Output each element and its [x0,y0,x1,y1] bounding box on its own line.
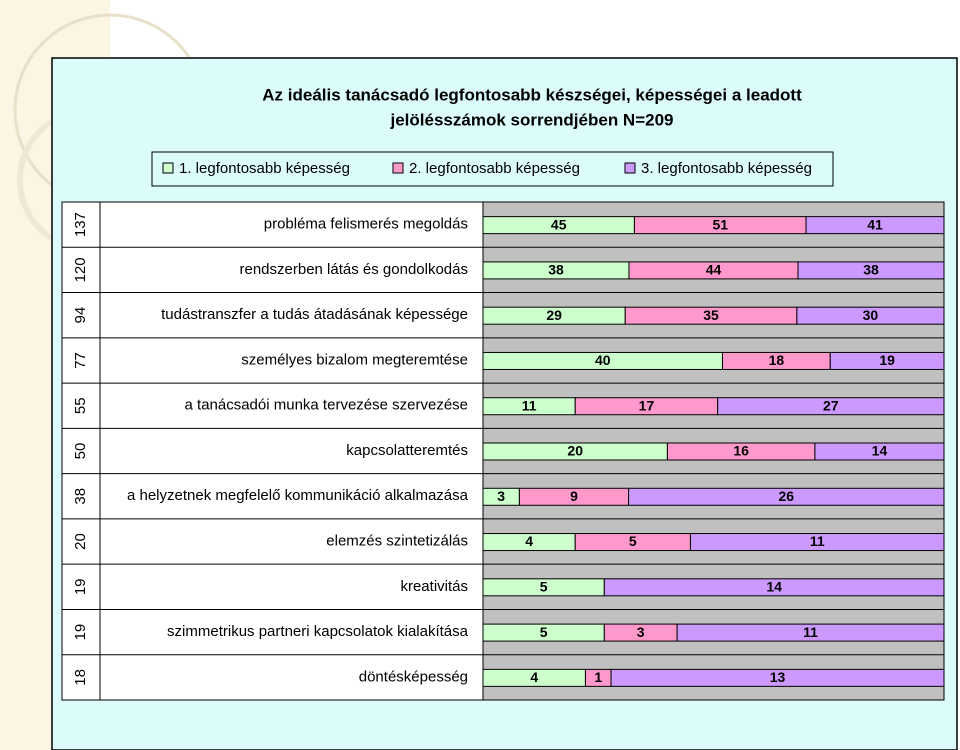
value-label: 5 [629,533,637,549]
value-label: 5 [540,624,548,640]
value-label: 4 [525,533,533,549]
row-total: 94 [72,307,89,324]
value-label: 17 [639,397,655,413]
category-label: a helyzetnek megfelelő kommunikáció alka… [127,487,469,504]
row-total: 55 [72,397,89,414]
value-label: 3 [497,488,505,504]
value-label: 5 [540,579,548,595]
value-label: 1 [594,669,602,685]
row-total: 77 [72,352,89,369]
legend-swatch [624,162,636,174]
row-total: 50 [72,443,89,460]
value-label: 44 [706,262,722,278]
value-label: 20 [567,443,583,459]
value-label: 11 [803,624,818,640]
value-label: 14 [766,579,782,595]
row-total: 38 [72,488,89,505]
row-total: 19 [72,578,89,595]
value-label: 13 [770,669,786,685]
legend-swatch [162,162,174,174]
category-label: személyes bizalom megteremtése [241,351,468,368]
value-label: 41 [867,216,883,232]
category-label: a tanácsadói munka tervezése szervezése [185,397,468,414]
category-label: kapcsolatteremtés [346,442,468,459]
plot-border [61,201,945,701]
value-label: 11 [810,533,825,549]
value-label: 19 [879,352,895,368]
value-label: 18 [769,352,785,368]
row-total: 19 [72,624,89,641]
category-label: kreativitás [400,578,468,595]
value-label: 11 [522,397,537,413]
category-label: probléma felismerés megoldás [264,216,468,233]
value-label: 35 [703,307,719,323]
chart-title: jelölésszámok sorrendjében N=209 [390,110,674,129]
value-label: 4 [530,669,538,685]
value-label: 14 [872,443,888,459]
category-label: elemzés szintetizálás [326,533,468,550]
legend-swatch [392,162,404,174]
row-total: 137 [72,212,89,237]
value-label: 29 [546,307,562,323]
value-label: 30 [863,307,879,323]
legend-label: 1. legfontosabb képesség [179,160,350,177]
category-label: döntésképesség [359,668,468,685]
category-label: szimmetrikus partneri kapcsolatok kialak… [167,623,469,640]
value-label: 45 [551,216,567,232]
value-label: 38 [863,262,879,278]
value-label: 51 [712,216,728,232]
value-label: 9 [570,488,578,504]
category-label: tudástranszfer a tudás átadásának képess… [161,306,468,323]
value-label: 3 [637,624,645,640]
value-label: 38 [548,262,564,278]
category-label: rendszerben látás és gondolkodás [240,261,469,278]
value-label: 40 [595,352,611,368]
legend-box [151,151,834,187]
row-total: 18 [72,669,89,686]
chart-title: Az ideális tanácsadó legfontosabb készsé… [262,85,802,104]
legend-label: 2. legfontosabb képesség [409,160,580,177]
value-label: 26 [779,488,795,504]
legend-label: 3. legfontosabb képesség [641,160,812,177]
row-total: 120 [72,257,89,282]
value-label: 27 [823,397,839,413]
row-total: 20 [72,533,89,550]
value-label: 16 [733,443,749,459]
